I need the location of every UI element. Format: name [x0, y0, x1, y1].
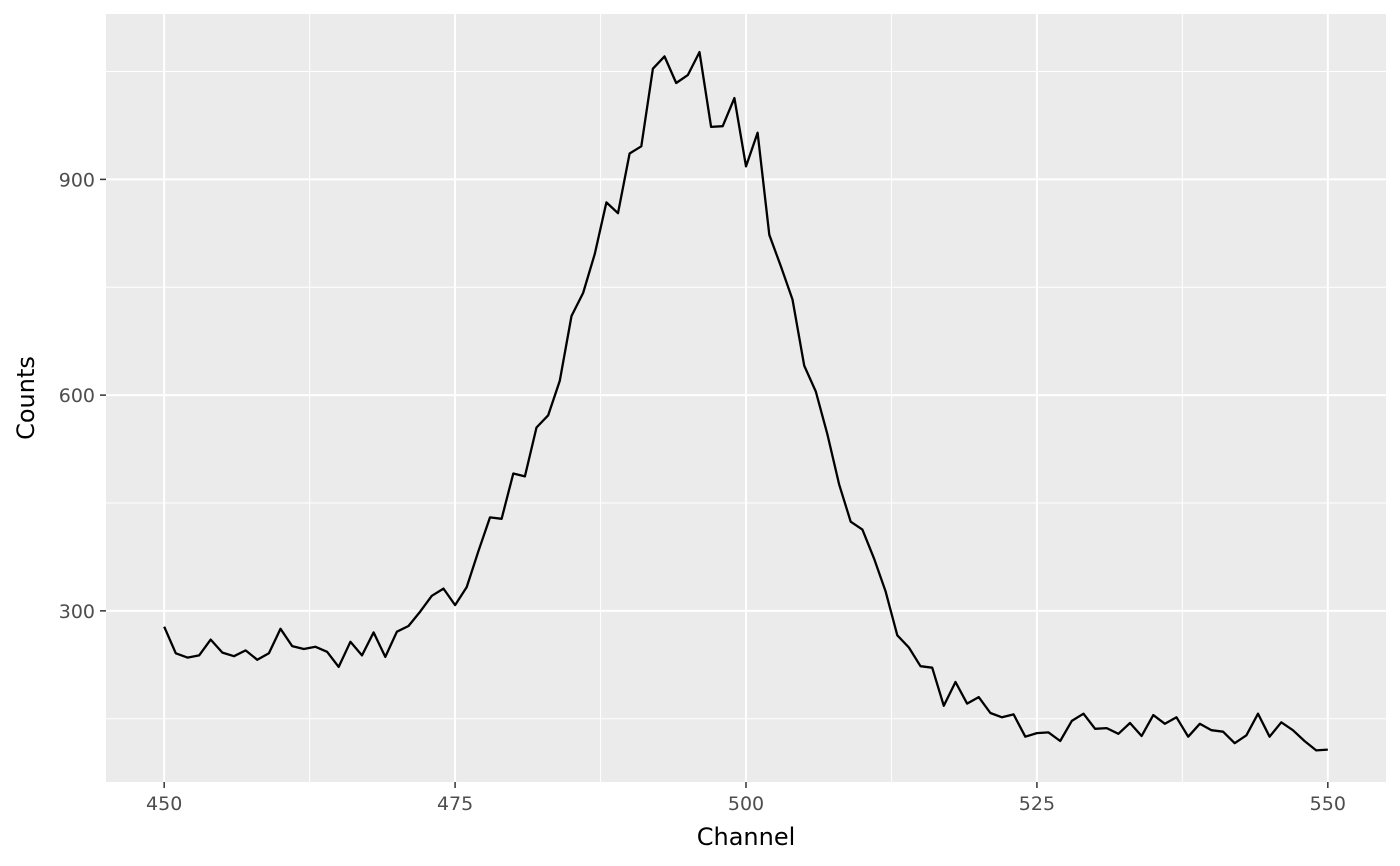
x-tick-label: 525 — [1019, 793, 1055, 815]
x-axis: 450 475 500 525 550 — [146, 782, 1346, 815]
major-gridlines — [106, 14, 1386, 782]
y-tick-label: 600 — [59, 385, 95, 407]
y-axis: 300 600 900 — [59, 169, 106, 623]
y-tick-label: 900 — [59, 169, 95, 191]
x-axis-title: Channel — [697, 823, 796, 851]
x-tick-label: 450 — [146, 793, 182, 815]
series-line — [163, 50, 1328, 752]
series-layer — [163, 50, 1328, 752]
y-axis-title: Counts — [12, 356, 40, 440]
x-tick-label: 550 — [1310, 793, 1346, 815]
x-tick-label: 475 — [437, 793, 473, 815]
y-tick-label: 300 — [59, 601, 95, 623]
x-tick-label: 500 — [728, 793, 764, 815]
